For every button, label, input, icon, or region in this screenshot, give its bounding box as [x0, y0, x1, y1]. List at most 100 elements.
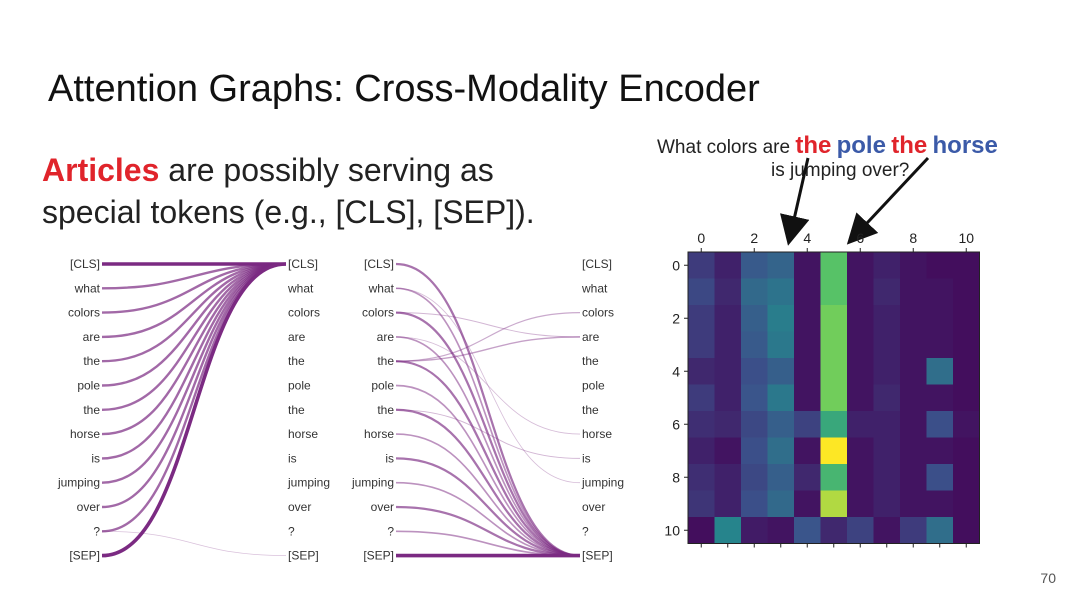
graph2-edge-7-12 [395, 433, 581, 557]
heatmap-cell [714, 305, 742, 332]
y-tick-label: 10 [664, 522, 680, 538]
heatmap-cell [688, 464, 715, 491]
graph2-right-token: are [582, 330, 600, 344]
heatmap-cell [926, 490, 954, 518]
graph2-edge-8-12 [395, 457, 581, 557]
graph2-left-token: are [377, 330, 395, 344]
graph1-left-token: the [83, 403, 100, 417]
y-tick-label: 4 [672, 363, 680, 379]
heatmap-cell [741, 384, 768, 412]
heatmap-cell [741, 305, 768, 332]
heatmap-cell [794, 490, 821, 518]
heatmap-cell [873, 305, 901, 332]
graph1-right-token: colors [288, 306, 320, 320]
heatmap-cell [926, 411, 954, 438]
heatmap-cell [741, 331, 768, 359]
heatmap-cell [847, 305, 874, 332]
graph1-right-token: [SEP] [288, 549, 319, 563]
heatmap-cell [926, 305, 954, 332]
graph1-right-token: over [288, 500, 311, 514]
heatmap-cell [820, 331, 848, 359]
heatmap-cell [688, 331, 715, 359]
graph2-right-token: ? [582, 524, 589, 538]
heatmap-cell [873, 490, 901, 518]
graph1-right-token: the [288, 354, 305, 368]
heatmap-cell [741, 464, 768, 491]
subtitle-line-2: special tokens (e.g., [CLS], [SEP]). [42, 194, 535, 230]
heatmap-cell [688, 358, 715, 385]
heatmap-cell [794, 517, 821, 544]
graph2-edge-6-12 [395, 408, 581, 557]
heatmap-cell [900, 305, 927, 332]
heatmap-cell [847, 331, 874, 359]
graph1-left-token: are [83, 330, 101, 344]
heatmap-cell [926, 517, 954, 544]
graph2-left-token: is [385, 451, 394, 465]
heatmap-cell [900, 384, 927, 412]
heatmap-cell [873, 358, 901, 385]
heatmap-cell [794, 411, 821, 438]
heatmap-cell [926, 331, 954, 359]
graph2-edge-10-12 [395, 505, 581, 557]
heatmap-cell [688, 384, 715, 412]
heatmap-cell [926, 278, 954, 306]
x-tick-label: 6 [856, 230, 864, 246]
graph2-left-token: the [377, 354, 394, 368]
graph2-left-token: ? [387, 524, 394, 538]
question-line-1: What colors are the pole the horse [657, 132, 998, 160]
heatmap-cell [873, 252, 901, 279]
graph1-left-token: [SEP] [69, 549, 100, 563]
heatmap-cell [714, 278, 742, 306]
heatmap-cell [953, 331, 980, 359]
graph1-right-token: [CLS] [288, 257, 318, 271]
graph2-right-token: jumping [581, 476, 624, 490]
heatmap-cell [714, 490, 742, 518]
heatmap-cell [926, 437, 954, 465]
graph1-right-token: is [288, 451, 297, 465]
graph2-left-token: horse [364, 427, 394, 441]
graph1-left-token: over [77, 500, 100, 514]
graph1-left-token: what [74, 281, 101, 295]
graph1-edge-11-12 [101, 530, 287, 556]
graph2-right-token: colors [582, 306, 614, 320]
heatmap-cell [847, 517, 874, 544]
heatmap-cell [794, 252, 821, 279]
heatmap-cell [900, 464, 927, 491]
heatmap-cell [794, 437, 821, 465]
heatmap-cell [953, 305, 980, 332]
graph1-left-token: [CLS] [70, 257, 100, 271]
heatmap-cell [794, 384, 821, 412]
heatmap-cell [847, 411, 874, 438]
heatmap-cell [741, 517, 768, 544]
graph1-right-token: ? [288, 524, 295, 538]
arrow-to-column-5 [846, 156, 930, 245]
attention-graph-1: [CLS] [CLS] what what colors colors are are the t… [57, 257, 330, 563]
graph1-right-token: what [287, 281, 314, 295]
graph2-edge-9-12 [395, 481, 581, 557]
y-tick-label: 2 [672, 310, 680, 326]
heatmap-cell [820, 517, 848, 544]
graph1-right-token: the [288, 403, 305, 417]
heatmap-cell [767, 252, 795, 279]
heatmap-cell [900, 358, 927, 385]
graph2-edge-3-7 [395, 336, 581, 435]
heatmap-cell [926, 464, 954, 491]
subtitle-line-1: Articles are possibly serving as [42, 152, 494, 189]
graph1-right-token: jumping [287, 476, 330, 490]
heatmap-cell [873, 464, 901, 491]
graph1-edge-12-0 [101, 262, 287, 558]
heatmap-cell [820, 411, 848, 438]
heatmap-cell [820, 278, 848, 306]
question-pole: pole [836, 132, 886, 159]
graph2-edge-3-12 [395, 336, 581, 557]
heatmap-cell [767, 278, 795, 306]
graph1-left-token: pole [77, 379, 100, 393]
heatmap-cell [847, 252, 874, 279]
graph2-left-token: [SEP] [363, 549, 394, 563]
heatmap-chart: 0 2 4 6 8 10 0 2 4 6 8 10 [664, 230, 980, 548]
question-the-2: the [891, 132, 928, 159]
graph2-edge-2-3 [395, 312, 581, 338]
x-tick-label: 4 [803, 230, 811, 246]
heatmap-cell [767, 305, 795, 332]
